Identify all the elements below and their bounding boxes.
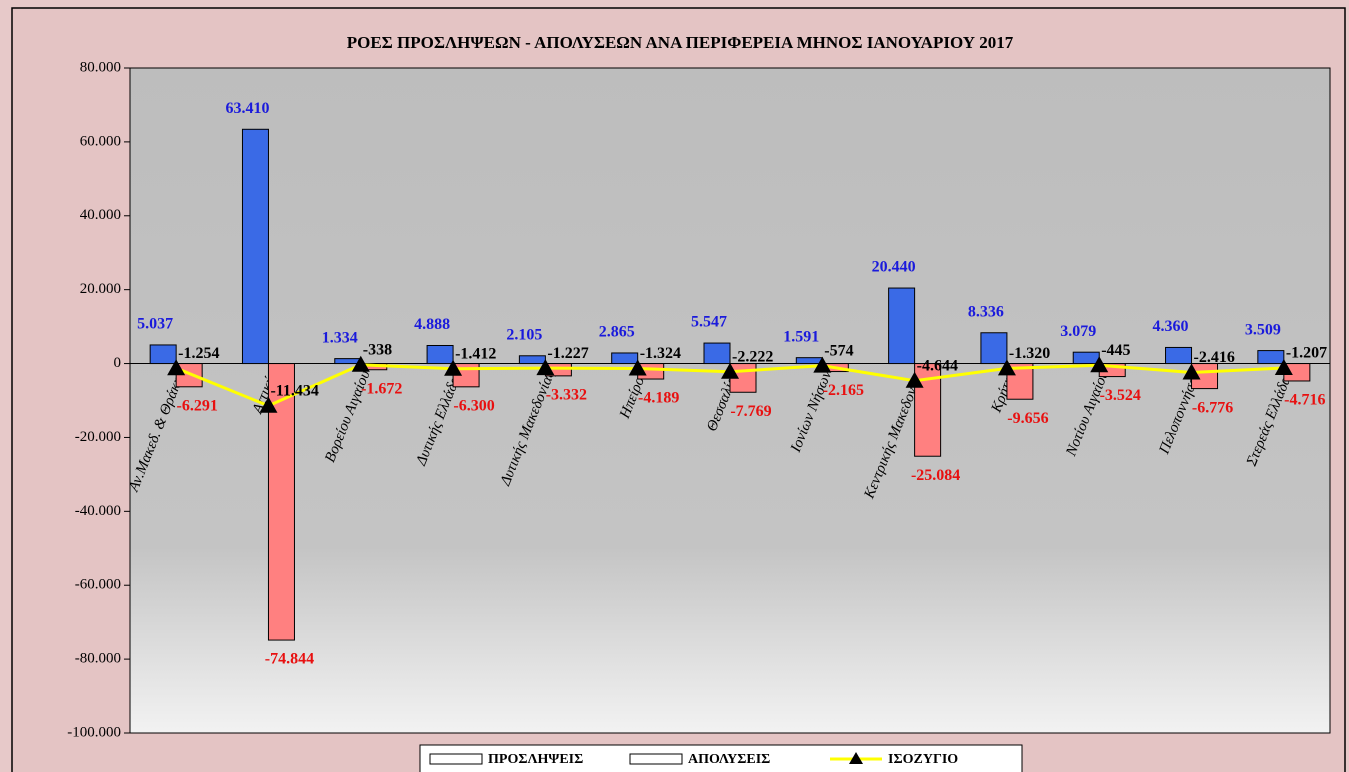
- marker: [167, 359, 186, 376]
- bar: [518, 355, 546, 365]
- legend-label: ΙΣΟΖΥΓΙΟ: [888, 752, 958, 767]
- data-label: 8.336: [968, 303, 1004, 320]
- data-label: -2.416: [1194, 349, 1235, 366]
- data-label: 5.547: [691, 314, 727, 331]
- marker: [721, 362, 739, 379]
- y-tick-label: 60.000: [80, 133, 121, 149]
- y-tick-label: -100.000: [67, 724, 121, 740]
- bar: [795, 357, 823, 365]
- data-label: -1.207: [1286, 345, 1327, 362]
- legend-marker: [849, 752, 863, 764]
- bar: [426, 344, 454, 365]
- bar: [703, 342, 731, 365]
- data-label: -4.716: [1284, 392, 1325, 409]
- data-label: -1.320: [1009, 345, 1050, 362]
- marker: [444, 359, 463, 376]
- bar: [611, 352, 639, 365]
- data-label: 20.440: [872, 259, 916, 276]
- data-label: 1.334: [322, 329, 358, 346]
- marker: [259, 396, 278, 413]
- data-label: 2.865: [599, 324, 635, 341]
- y-tick-label: 0: [114, 355, 122, 371]
- data-label: 2.105: [506, 326, 542, 343]
- y-tick-label: 40.000: [80, 207, 121, 223]
- marker: [1090, 356, 1109, 373]
- bar: [888, 287, 916, 365]
- data-label: -9.656: [1007, 410, 1048, 427]
- bar: [1072, 351, 1100, 365]
- data-label: -6.300: [453, 398, 494, 415]
- data-label: 4.360: [1153, 318, 1189, 335]
- data-label: -1.254: [178, 345, 219, 362]
- data-label: -445: [1101, 342, 1130, 359]
- data-label: -338: [363, 341, 392, 358]
- data-label: -4.644: [917, 357, 958, 374]
- data-label: -1.324: [640, 345, 681, 362]
- data-label: -574: [824, 342, 853, 359]
- data-label: -2.165: [823, 382, 864, 399]
- data-label: 1.591: [783, 328, 819, 345]
- data-label: -7.769: [730, 403, 771, 420]
- bar: [149, 344, 177, 365]
- legend-box: [419, 744, 1023, 772]
- marker: [351, 355, 370, 372]
- y-tick-label: 80.000: [80, 59, 121, 75]
- data-label: 63.410: [225, 100, 269, 117]
- data-label: -74.844: [265, 651, 314, 668]
- marker: [536, 359, 555, 376]
- legend-swatch: [629, 753, 683, 765]
- marker: [1182, 363, 1201, 380]
- y-tick-label: -80.000: [75, 651, 121, 667]
- marker: [628, 359, 647, 376]
- marker: [905, 371, 924, 388]
- data-label: 3.509: [1245, 321, 1281, 338]
- bar: [1165, 346, 1193, 365]
- data-label: 4.888: [414, 316, 450, 333]
- bar: [980, 332, 1008, 365]
- y-tick-label: -20.000: [75, 429, 121, 445]
- marker: [1274, 359, 1293, 376]
- data-label: -11.434: [270, 382, 318, 399]
- y-tick-label: -60.000: [75, 577, 121, 593]
- data-label: 5.037: [137, 316, 173, 333]
- bar: [241, 128, 269, 365]
- data-label: -6.776: [1192, 399, 1233, 416]
- data-label: -3.332: [546, 387, 587, 404]
- legend-label: ΠΡΟΣΛΗΨΕΙΣ: [488, 752, 583, 767]
- data-label: -4.189: [638, 390, 679, 407]
- data-label: -25.084: [911, 467, 960, 484]
- data-label: -1.227: [547, 345, 588, 362]
- y-tick-label: -40.000: [75, 503, 121, 519]
- marker: [813, 356, 832, 373]
- legend-label: ΑΠΟΛΥΣΕΙΣ: [688, 752, 770, 767]
- bar: [1006, 363, 1034, 400]
- y-tick-label: 20.000: [80, 281, 121, 297]
- data-label: -1.672: [361, 380, 402, 397]
- data-label: -2.222: [732, 348, 773, 365]
- legend-swatch: [429, 753, 483, 765]
- plot-area: [129, 67, 1331, 734]
- marker: [997, 359, 1016, 376]
- bar: [1257, 350, 1285, 365]
- chart-title: ΡΟΕΣ ΠΡΟΣΛΗΨΕΩΝ - ΑΠΟΛΥΣΕΩΝ ΑΝΑ ΠΕΡΙΦΕΡΕ…: [347, 33, 1014, 52]
- data-label: -3.524: [1100, 387, 1141, 404]
- data-label: 3.079: [1060, 323, 1096, 340]
- data-label: -1.412: [455, 345, 496, 362]
- data-label: -6.291: [176, 397, 217, 414]
